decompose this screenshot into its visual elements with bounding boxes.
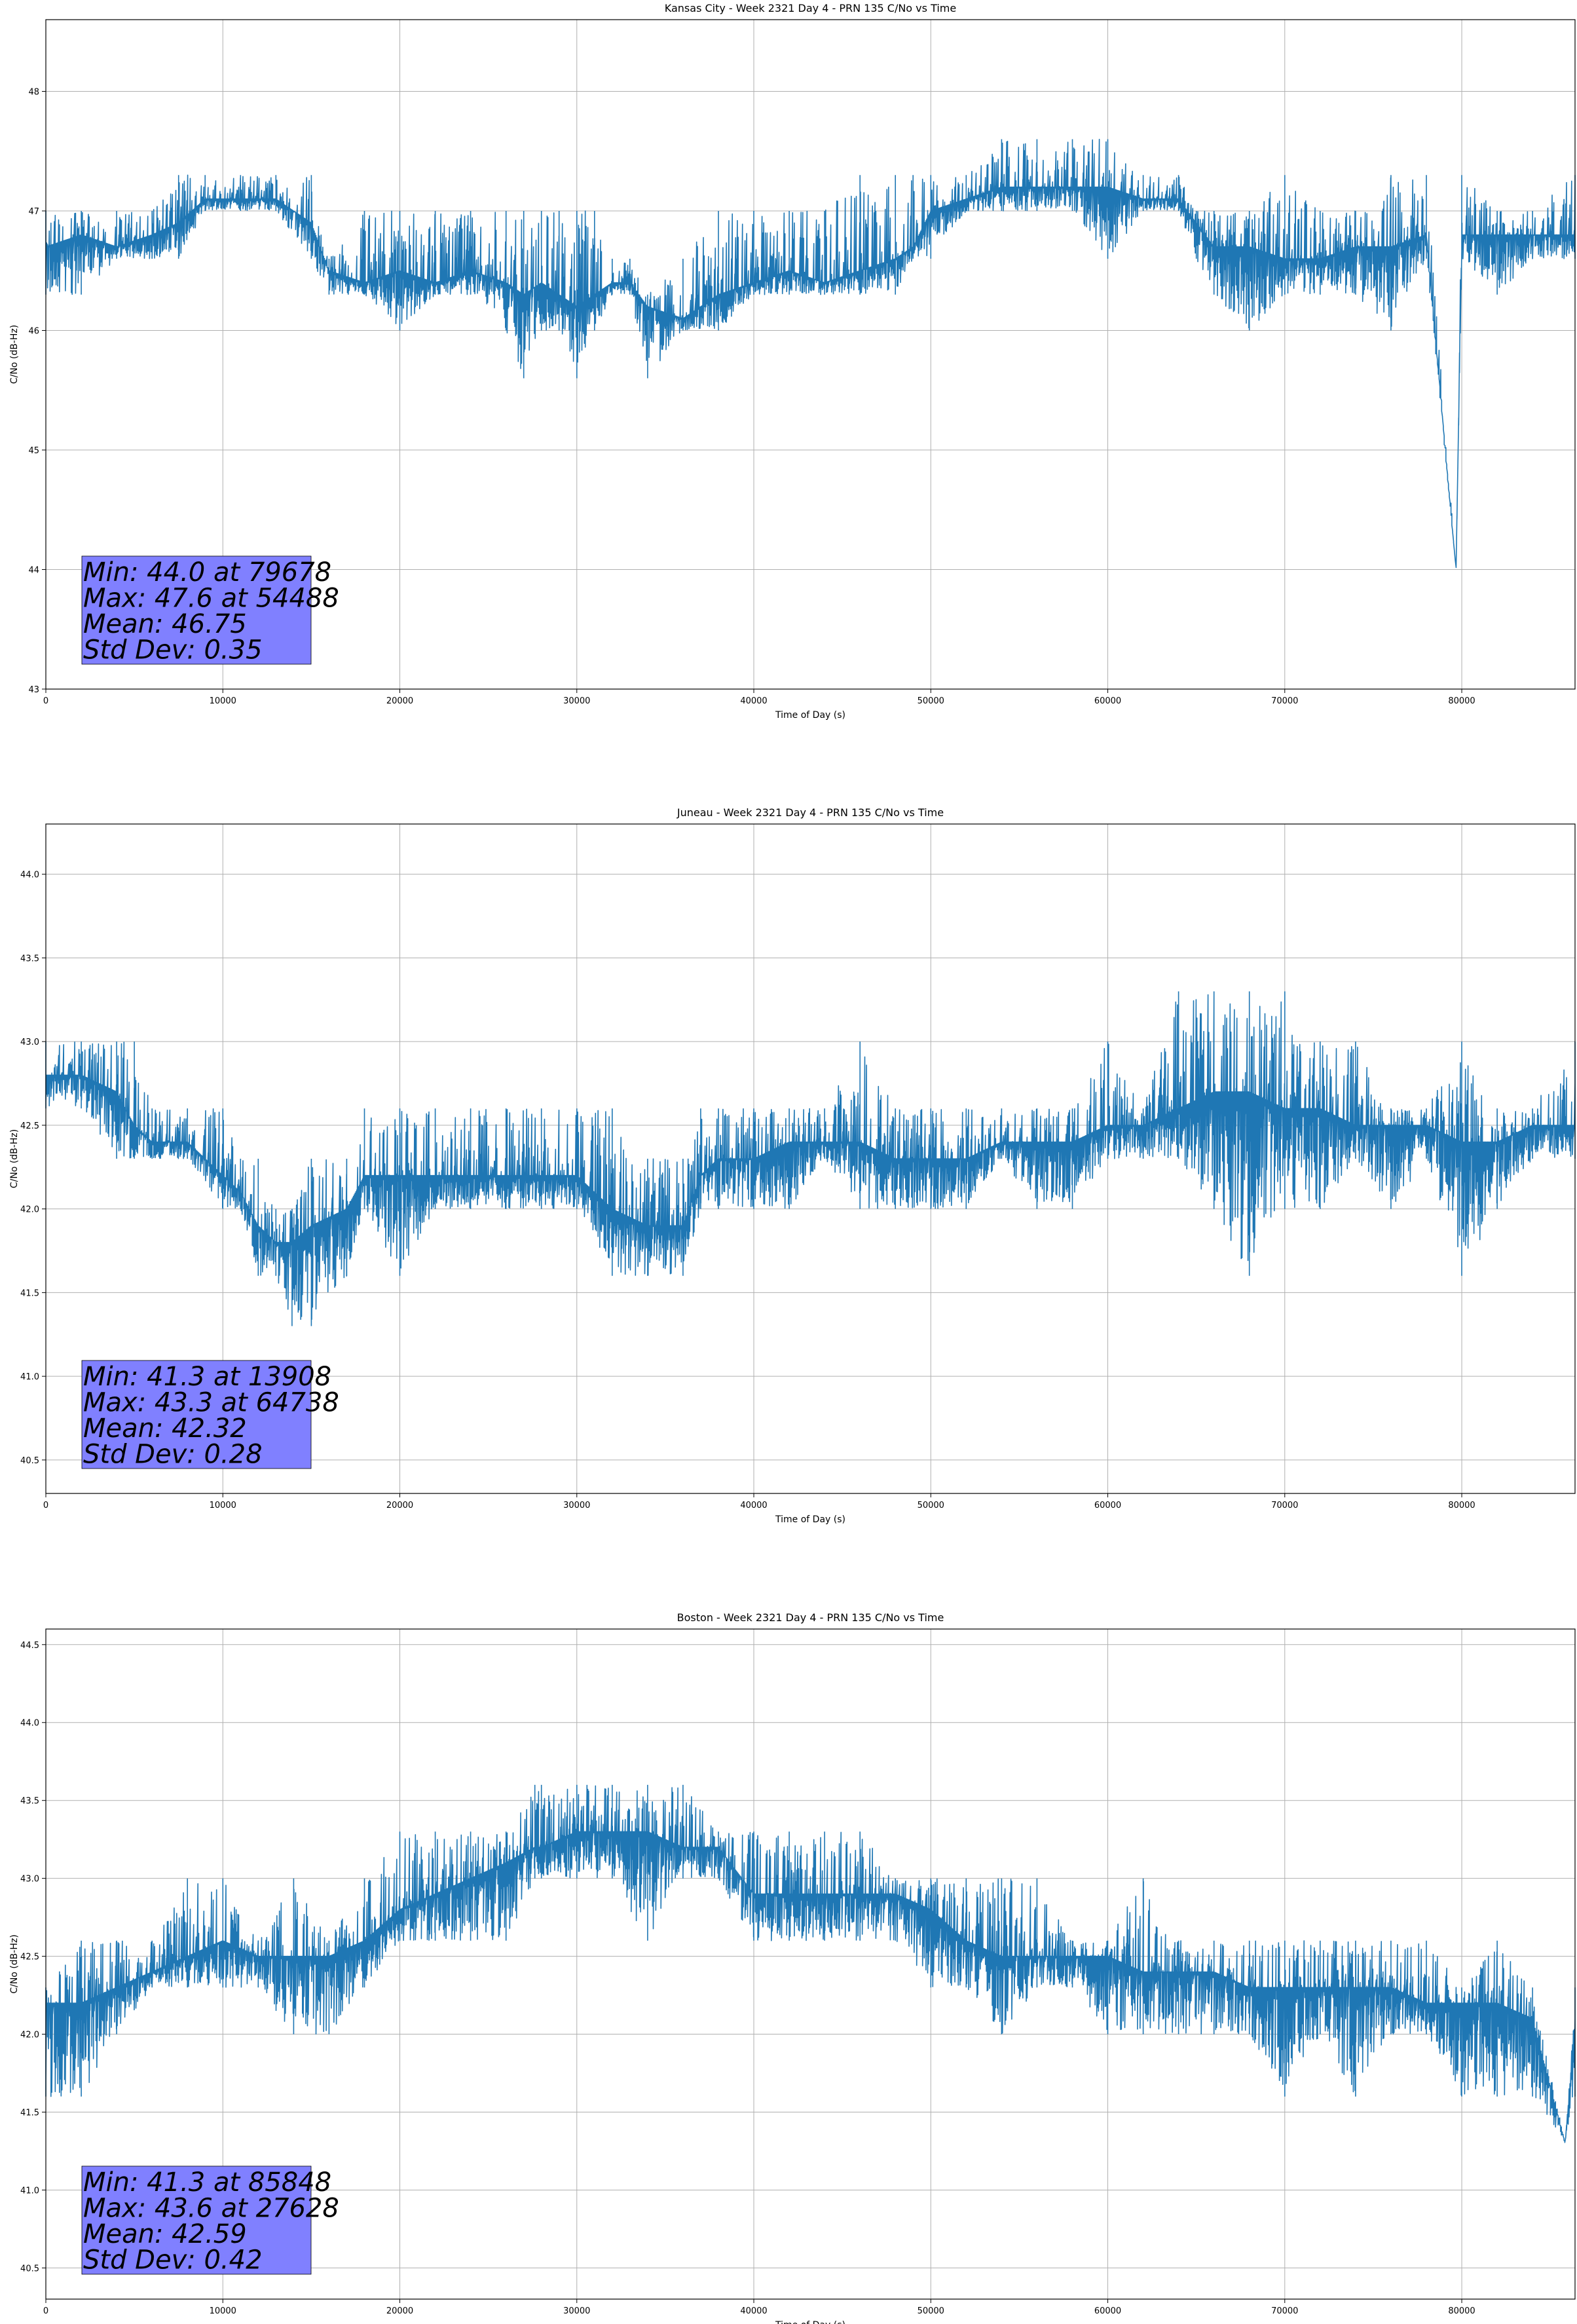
- x-tick-label: 40000: [740, 696, 767, 706]
- cno-series-line: [45, 1784, 1576, 2143]
- y-tick-label: 40.5: [20, 2264, 39, 2274]
- x-axis-label: Time of Day (s): [775, 2320, 845, 2324]
- cno-series-line: [45, 138, 1576, 569]
- y-tick-label: 42.5: [20, 1953, 39, 1962]
- y-tick-label: 41.0: [20, 1372, 39, 1382]
- y-tick-label: 47: [28, 207, 39, 217]
- y-axis-label: C/No (dB-Hz): [9, 1129, 20, 1188]
- x-tick-label: 50000: [918, 696, 944, 706]
- stats-line: Mean: 42.59: [83, 2219, 247, 2249]
- x-tick-label: 60000: [1094, 2306, 1121, 2316]
- stats-line: Std Dev: 0.42: [83, 2245, 263, 2276]
- stats-line: Max: 43.6 at 27628: [83, 2194, 339, 2224]
- y-tick-label: 43: [28, 685, 39, 695]
- x-tick-label: 80000: [1448, 1501, 1475, 1510]
- plot-frame: [45, 823, 1576, 1494]
- x-tick-label: 50000: [918, 1501, 944, 1510]
- x-tick-label: 30000: [563, 696, 590, 706]
- stats-line: Min: 44.0 at 79678: [83, 557, 331, 588]
- stats-line: Min: 41.3 at 85848: [83, 2167, 331, 2198]
- y-tick-label: 44.5: [20, 1641, 39, 1651]
- x-tick-label: 70000: [1271, 1501, 1298, 1510]
- y-tick-label: 40.5: [20, 1456, 39, 1466]
- x-tick-label: 60000: [1094, 696, 1121, 706]
- y-tick-label: 42.0: [20, 2031, 39, 2040]
- y-tick-label: 41.5: [20, 1288, 39, 1298]
- y-tick-label: 43.0: [20, 1875, 39, 1884]
- stats-line: Max: 47.6 at 54488: [83, 584, 339, 614]
- x-tick-label: 10000: [210, 696, 236, 706]
- x-tick-label: 10000: [210, 2306, 236, 2316]
- plot-frame: [45, 19, 1576, 690]
- x-tick-label: 30000: [563, 2306, 590, 2316]
- y-tick-label: 45: [28, 446, 39, 456]
- y-tick-label: 44.0: [20, 871, 39, 880]
- x-tick-label: 50000: [918, 2306, 944, 2316]
- stats-line: Std Dev: 0.35: [83, 635, 263, 665]
- x-tick-label: 70000: [1271, 696, 1298, 706]
- x-tick-label: 70000: [1271, 2306, 1298, 2316]
- y-tick-label: 43.5: [20, 954, 39, 964]
- x-tick-label: 0: [43, 1501, 48, 1510]
- plot-frame: [45, 1628, 1576, 2300]
- x-tick-label: 0: [43, 696, 48, 706]
- y-tick-label: 43.0: [20, 1038, 39, 1047]
- chart-title: Juneau - Week 2321 Day 4 - PRN 135 C/No …: [677, 806, 944, 819]
- x-axis-label: Time of Day (s): [775, 1514, 845, 1525]
- stats-line: Max: 43.3 at 64738: [83, 1388, 339, 1418]
- stats-line: Min: 41.3 at 13908: [83, 1362, 331, 1392]
- stats-line: Mean: 42.32: [83, 1414, 247, 1444]
- x-tick-label: 30000: [563, 1501, 590, 1510]
- y-tick-label: 41.0: [20, 2186, 39, 2196]
- stats-line: Std Dev: 0.28: [83, 1440, 263, 1470]
- y-tick-label: 42.0: [20, 1205, 39, 1215]
- y-tick-label: 44: [28, 566, 39, 576]
- x-tick-label: 40000: [740, 2306, 767, 2316]
- stats-box: [81, 555, 312, 665]
- y-tick-label: 46: [28, 327, 39, 337]
- x-tick-label: 0: [43, 2306, 48, 2316]
- x-tick-label: 40000: [740, 1501, 767, 1510]
- stats-box: [81, 2165, 312, 2275]
- x-tick-label: 80000: [1448, 696, 1475, 706]
- x-tick-label: 10000: [210, 1501, 236, 1510]
- x-tick-label: 60000: [1094, 1501, 1121, 1510]
- y-tick-label: 41.5: [20, 2108, 39, 2118]
- y-tick-label: 44.0: [20, 1719, 39, 1729]
- x-tick-label: 80000: [1448, 2306, 1475, 2316]
- stats-box: [81, 1360, 312, 1469]
- y-axis-label: C/No (dB-Hz): [9, 325, 20, 384]
- y-tick-label: 43.5: [20, 1797, 39, 1807]
- x-tick-label: 20000: [386, 1501, 413, 1510]
- chart-1: Kansas City - Week 2321 Day 4 - PRN 135 …: [9, 2, 1576, 721]
- x-tick-label: 20000: [386, 2306, 413, 2316]
- x-axis-label: Time of Day (s): [775, 710, 845, 721]
- chart-2: Juneau - Week 2321 Day 4 - PRN 135 C/No …: [9, 806, 1576, 1525]
- x-tick-label: 20000: [386, 696, 413, 706]
- y-axis-label: C/No (dB-Hz): [9, 1934, 20, 1993]
- stats-line: Mean: 46.75: [83, 609, 247, 639]
- cno-series-line: [45, 991, 1576, 1326]
- chart-title: Boston - Week 2321 Day 4 - PRN 135 C/No …: [677, 1611, 944, 1624]
- chart-3: Boston - Week 2321 Day 4 - PRN 135 C/No …: [9, 1611, 1576, 2324]
- y-tick-label: 48: [28, 88, 39, 98]
- chart-title: Kansas City - Week 2321 Day 4 - PRN 135 …: [665, 2, 956, 14]
- y-tick-label: 42.5: [20, 1121, 39, 1131]
